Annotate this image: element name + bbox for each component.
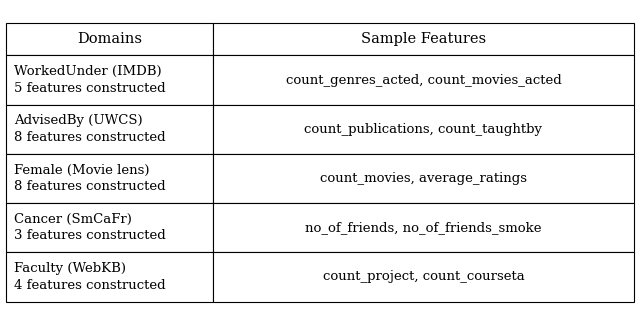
Bar: [213, 154, 634, 203]
Text: Sample Features: Sample Features: [361, 32, 486, 47]
Text: count_publications, count_taughtby: count_publications, count_taughtby: [305, 123, 543, 136]
Bar: [213, 105, 634, 154]
Text: AdvisedBy (UWCS)
8 features constructed: AdvisedBy (UWCS) 8 features constructed: [14, 115, 166, 144]
Text: Female (Movie lens)
8 features constructed: Female (Movie lens) 8 features construct…: [14, 164, 166, 193]
Text: count_movies, average_ratings: count_movies, average_ratings: [320, 172, 527, 185]
Text: Cancer (SmCaFr)
3 features constructed: Cancer (SmCaFr) 3 features constructed: [14, 213, 166, 243]
Text: Faculty (WebKB)
4 features constructed: Faculty (WebKB) 4 features constructed: [14, 262, 166, 292]
Text: count_project, count_courseta: count_project, count_courseta: [323, 270, 524, 283]
Text: no_of_friends, no_of_friends_smoke: no_of_friends, no_of_friends_smoke: [305, 221, 541, 234]
Bar: [6, 55, 213, 105]
Bar: [213, 55, 634, 105]
Bar: [6, 203, 213, 252]
Bar: [213, 23, 634, 55]
Bar: [6, 154, 213, 203]
Bar: [6, 23, 213, 55]
Text: count_genres_acted, count_movies_acted: count_genres_acted, count_movies_acted: [285, 74, 561, 86]
Bar: [6, 105, 213, 154]
Bar: [213, 203, 634, 252]
Bar: [213, 252, 634, 302]
Text: WorkedUnder (IMDB)
5 features constructed: WorkedUnder (IMDB) 5 features constructe…: [14, 65, 166, 95]
Text: Domains: Domains: [77, 32, 142, 47]
Bar: [6, 252, 213, 302]
